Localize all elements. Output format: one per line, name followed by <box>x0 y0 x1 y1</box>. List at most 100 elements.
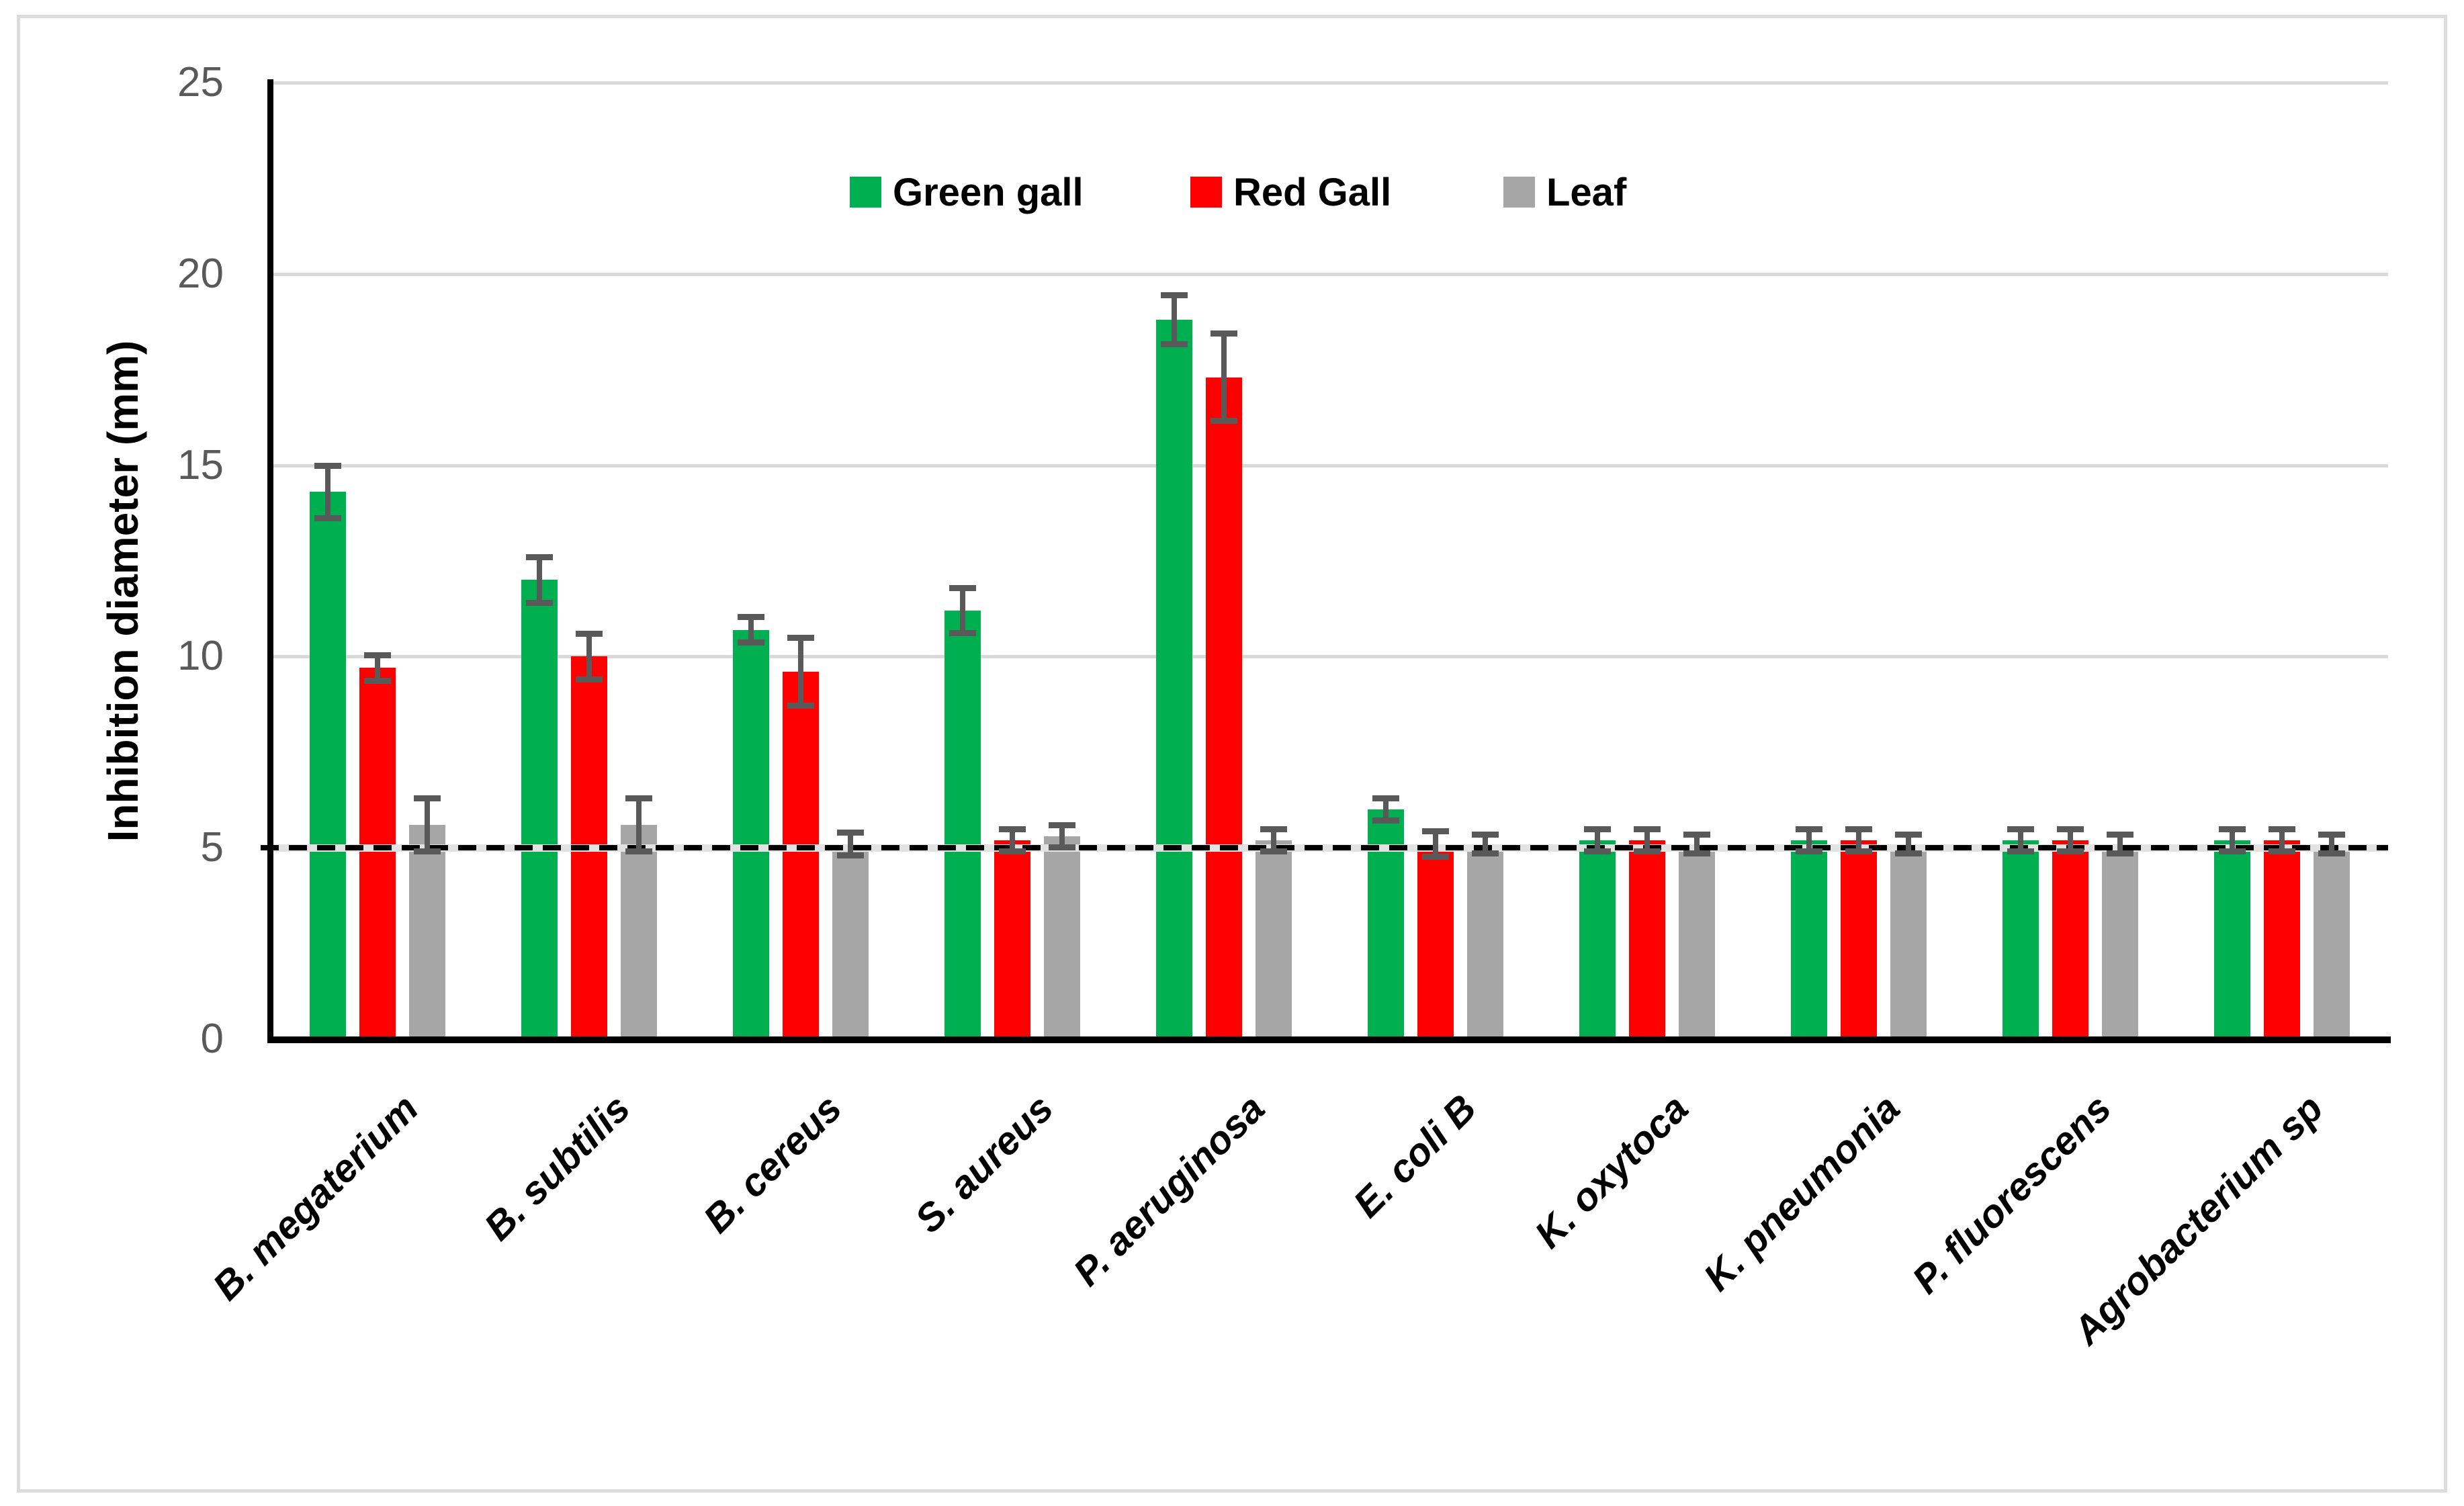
error-bar-cap-bottom <box>625 848 652 854</box>
error-bar-cap-bottom <box>525 599 553 606</box>
error-bar-cap-top <box>2269 826 2296 832</box>
error-bar-cap-top <box>2219 826 2246 832</box>
error-bar-line <box>2230 828 2236 852</box>
error-bar-line <box>1059 825 1065 848</box>
error-bar-cap-top <box>836 830 864 836</box>
error-bar-line <box>1906 834 1912 854</box>
error-bar-cap-bottom <box>1584 848 1612 854</box>
error-bar-line <box>1694 834 1700 854</box>
error-bar-cap-top <box>1472 832 1499 838</box>
error-bar-line <box>2068 828 2074 852</box>
legend-swatch-icon <box>1503 177 1535 208</box>
bar-leaf-8 <box>1890 844 1927 1042</box>
error-bar-cap-top <box>1845 826 1873 832</box>
error-bar-cap-top <box>2107 832 2134 838</box>
error-bar-cap-top <box>1372 795 1400 802</box>
error-bar-cap-top <box>1422 828 1450 834</box>
error-bar-cap-bottom <box>1683 850 1711 856</box>
bar-green-gall-2 <box>521 580 558 1042</box>
bar-green-gall-1 <box>309 492 346 1042</box>
error-bar-cap-bottom <box>1210 418 1237 425</box>
error-bar-cap-top <box>949 584 976 591</box>
error-bar-cap-bottom <box>363 678 391 684</box>
error-bar-line <box>1856 828 1862 852</box>
error-bar-cap-top <box>1260 826 1287 832</box>
error-bar-line <box>324 465 331 519</box>
error-bar-line <box>1483 834 1489 854</box>
bar-leaf-1 <box>408 825 445 1042</box>
error-bar-line <box>2329 834 2335 854</box>
legend-item-green-gall: Green gall <box>850 171 1084 214</box>
error-bar-line <box>847 832 853 856</box>
bar-red-gall-3 <box>782 672 819 1042</box>
error-bar-line <box>1009 828 1015 852</box>
bar-green-gall-9 <box>2003 840 2039 1042</box>
y-tick-label-20: 20 <box>177 250 224 297</box>
bar-leaf-3 <box>832 844 869 1042</box>
error-bar-cap-top <box>1895 832 1923 838</box>
bar-green-gall-8 <box>1791 840 1828 1042</box>
error-bar-cap-top <box>2007 826 2035 832</box>
error-bar-cap-bottom <box>1048 844 1075 851</box>
bar-green-gall-5 <box>1155 320 1192 1042</box>
error-bar-cap-bottom <box>1160 341 1188 348</box>
error-bar-line <box>374 654 380 682</box>
legend-label: Red Gall <box>1233 170 1392 214</box>
error-bar-line <box>797 637 803 707</box>
bar-leaf-2 <box>620 825 657 1042</box>
error-bar-line <box>748 616 754 644</box>
error-bar-cap-top <box>2318 832 2346 838</box>
error-bar-cap-top <box>363 652 391 658</box>
error-bar-cap-top <box>1796 826 1823 832</box>
error-bar-cap-bottom <box>2057 848 2084 854</box>
error-bar-cap-bottom <box>1472 850 1499 856</box>
error-bar-line <box>1644 828 1651 852</box>
bar-leaf-6 <box>1467 844 1504 1042</box>
bar-leaf-7 <box>1679 844 1716 1042</box>
bar-red-gall-8 <box>1841 840 1878 1042</box>
error-bar-cap-bottom <box>1796 848 1823 854</box>
bar-red-gall-4 <box>994 840 1030 1042</box>
error-bar-line <box>959 587 965 634</box>
bar-leaf-5 <box>1255 840 1292 1042</box>
bar-green-gall-10 <box>2214 840 2251 1042</box>
bar-red-gall-10 <box>2264 840 2301 1042</box>
gridline-y-25 <box>271 81 2388 85</box>
error-bar-line <box>1806 828 1812 852</box>
gridline-y-15 <box>271 463 2388 468</box>
error-bar-cap-top <box>998 826 1026 832</box>
error-bar-line <box>1595 828 1601 852</box>
bar-red-gall-5 <box>1205 377 1242 1042</box>
error-bar-line <box>2279 828 2285 852</box>
error-bar-cap-top <box>1584 826 1612 832</box>
error-bar-cap-bottom <box>413 848 441 854</box>
error-bar-line <box>1270 828 1276 852</box>
legend-label: Leaf <box>1546 170 1627 214</box>
legend-item-leaf: Leaf <box>1503 171 1626 214</box>
legend-swatch-icon <box>1190 177 1222 208</box>
legend-swatch-icon <box>850 177 881 208</box>
bar-red-gall-9 <box>2052 840 2089 1042</box>
bar-red-gall-1 <box>359 668 396 1042</box>
error-bar-cap-top <box>2057 826 2084 832</box>
error-bar-cap-bottom <box>1260 848 1287 854</box>
legend-label: Green gall <box>893 170 1084 214</box>
bar-green-gall-7 <box>1579 840 1616 1042</box>
error-bar-cap-top <box>737 613 764 620</box>
error-bar-cap-top <box>787 634 814 641</box>
reference-line-5mm <box>261 845 2388 851</box>
error-bar-cap-bottom <box>575 676 603 682</box>
bar-red-gall-7 <box>1629 840 1666 1042</box>
bar-leaf-9 <box>2102 844 2139 1042</box>
error-bar-cap-bottom <box>787 703 814 709</box>
y-tick-label-10: 10 <box>177 633 224 680</box>
error-bar-cap-bottom <box>2269 848 2296 854</box>
error-bar-line <box>424 798 430 852</box>
y-tick-label-15: 15 <box>177 441 224 488</box>
error-bar-cap-top <box>525 554 553 561</box>
error-bar-cap-bottom <box>2219 848 2246 854</box>
gridline-y-20 <box>271 272 2388 276</box>
error-bar-line <box>586 633 592 680</box>
error-bar-line <box>1433 830 1439 858</box>
